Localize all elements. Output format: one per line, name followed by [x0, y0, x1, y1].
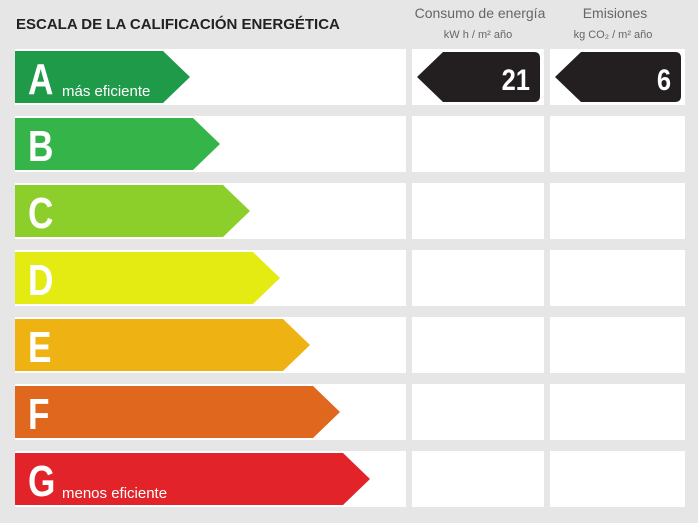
- rating-value: 6: [657, 63, 671, 96]
- class-arrow: [15, 252, 280, 304]
- class-label: menos eficiente: [62, 485, 167, 502]
- rating-indicator: [417, 52, 540, 102]
- cell: [412, 384, 544, 440]
- column-unit: kW h / m² año: [444, 29, 512, 41]
- cell: [550, 116, 685, 172]
- class-letter: A: [28, 55, 53, 104]
- column-title: Consumo de energía: [415, 5, 546, 21]
- cell: [550, 183, 685, 239]
- cell: [550, 317, 685, 373]
- cell: [412, 116, 544, 172]
- class-letter: F: [28, 390, 50, 439]
- rating-value: 21: [502, 63, 530, 96]
- cell: [550, 250, 685, 306]
- class-arrow: [15, 51, 190, 103]
- class-letter: E: [28, 323, 51, 372]
- class-arrow: [15, 185, 250, 237]
- class-letter: D: [28, 256, 53, 305]
- title: ESCALA DE LA CALIFICACIÓN ENERGÉTICA: [16, 15, 340, 33]
- cell: [550, 384, 685, 440]
- cell: [412, 317, 544, 373]
- class-arrow: [15, 319, 310, 371]
- cell: [550, 451, 685, 507]
- rating-indicator: [555, 52, 681, 102]
- class-arrow: [15, 118, 220, 170]
- class-letter: G: [28, 457, 55, 506]
- class-label: más eficiente: [62, 83, 150, 100]
- cell: [412, 451, 544, 507]
- class-arrow: [15, 386, 340, 438]
- cell: [412, 183, 544, 239]
- cell: [412, 250, 544, 306]
- column-unit: kg CO₂ / m² año: [574, 29, 653, 41]
- column-title: Emisiones: [583, 5, 648, 21]
- class-letter: B: [28, 122, 53, 171]
- class-letter: C: [28, 189, 53, 238]
- class-arrow: [15, 453, 370, 505]
